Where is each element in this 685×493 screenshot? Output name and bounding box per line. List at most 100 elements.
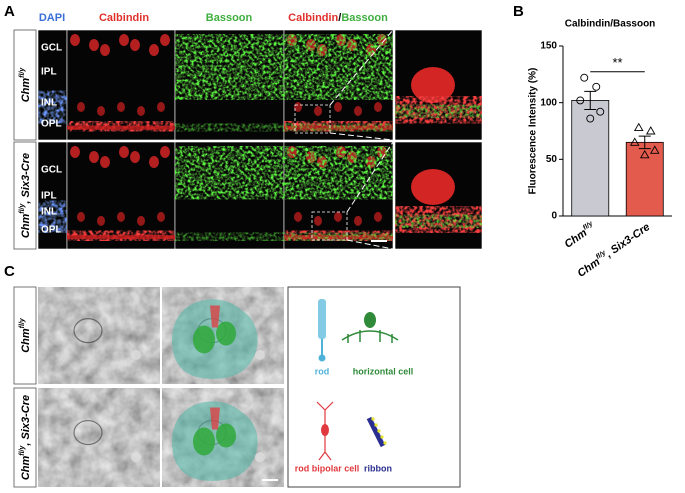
panel-label: B [513,3,524,20]
layer-label: GCL [41,165,62,176]
red-cell [130,151,140,163]
red-cell [354,215,362,226]
label-box [13,29,37,141]
data-point [639,149,650,159]
red-cell [314,215,322,226]
red-cell [100,156,110,168]
rod-icon [318,354,326,362]
green-ribbons [284,232,393,241]
dapi-signal [38,200,67,233]
bipolar-overlay [210,305,220,328]
red-cell [374,102,382,112]
genotype-label: Chmfl/y, Six3-Cre [19,153,32,238]
bipolar-icon [321,424,329,436]
data-point [586,114,595,123]
red-cell [157,211,165,222]
merge-part: Calbindin [288,12,338,24]
red-cell [119,34,129,46]
y-tick-label: 100 [540,97,557,108]
red-cell [119,146,129,158]
red-strip-core [67,125,175,130]
genotype-label: Chmfl/y, Six3-Cre [19,395,32,480]
red-cell [117,211,125,222]
red-cell [100,44,110,56]
red-cell [334,102,342,112]
zoom-line [346,141,394,213]
y-tick-label: 50 [546,154,558,165]
data-point [576,96,585,105]
ribbon-vesicle [380,435,384,439]
significance-label: ** [612,55,622,70]
green-band [175,146,284,200]
legend-label: ribbon [364,463,392,473]
horizontal-process [193,325,215,354]
ribbon-icon [366,416,386,448]
red-cell [137,106,145,116]
allele: fl/y [19,202,26,213]
red-cell [77,102,85,112]
red-cell [97,106,105,116]
ribbon-vesicle [383,441,387,445]
green-band [284,34,393,100]
red-cell [130,39,140,51]
layer-label: INL [41,207,57,218]
zoom-cell [411,169,455,205]
label-box [13,141,37,250]
suffix: , Six3-Cre [20,153,32,205]
layer-label: GCL [41,43,62,54]
red-cell [137,215,145,226]
red-cell [294,102,302,112]
gene: Chm [20,328,32,353]
channel-header: Bassoon [206,12,253,24]
data-point [596,107,605,116]
red-cell [89,39,99,51]
green-ribbons [175,232,284,241]
channel-header: Calbindin [99,12,149,24]
images [13,29,483,488]
rod-icon [318,299,326,339]
y-tick-label: 0 [551,211,557,222]
y-axis-label: Fluorescence Intensity (%) [528,68,539,195]
y-tick-label: 150 [540,41,557,52]
channel-header: DAPI [39,12,65,24]
ribbon-vesicle [374,423,378,427]
red-cell [160,34,170,46]
red-cell [294,211,302,222]
bipolar-overlay [210,407,220,430]
horizontal-process [193,427,215,456]
zoom-line [346,239,394,250]
red-cell [89,151,99,163]
error-bar [638,135,651,150]
horizontal-icon [341,330,399,343]
red-cell [314,106,322,116]
allele: fl/y [19,317,26,328]
zoom-box [294,104,331,134]
red-cell [70,34,80,46]
allele: fl/y [19,444,26,455]
data-point [633,122,644,132]
merge-part: / [338,12,341,24]
red-cell [77,211,85,222]
gene: Chm [20,78,32,103]
ribbon-vesicle [377,429,381,433]
em-vesicle [255,349,265,360]
chart-title: Calbindin/Bassoon [565,19,656,30]
bar [625,141,664,217]
ribbon-vesicle [371,417,375,421]
genotype-label: Chmfl/y [19,317,32,353]
layer-label: OPL [41,225,62,236]
layer-label: INL [41,98,57,109]
red-cell [157,102,165,112]
red-cell [117,102,125,112]
em-vesicle [131,349,141,360]
panel-label: A [4,3,15,20]
zoom-cell [411,67,455,103]
horizontal-process [216,423,236,448]
legend-label: rod [315,366,330,376]
red-cell [354,106,362,116]
labels: A DAPI Calbindin Bassoon Calbindin/Bassoon Ch… [4,3,672,480]
legend-label: rod bipolar cell [295,463,360,473]
zoom-box [311,211,348,241]
bar [571,100,610,217]
